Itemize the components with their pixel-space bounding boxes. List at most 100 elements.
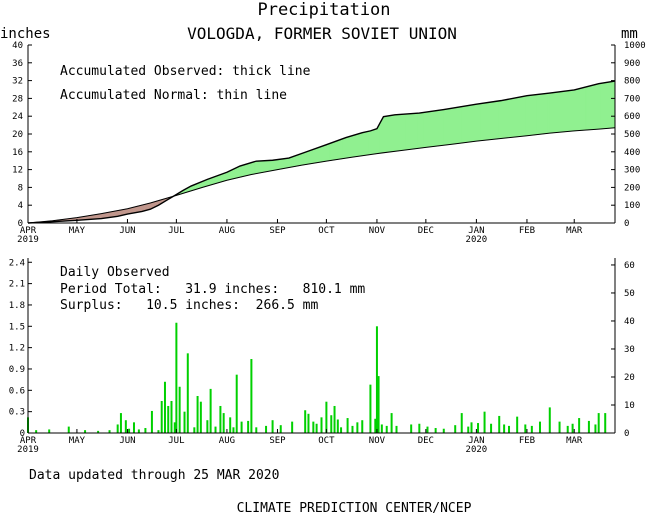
daily-precip-bar: [193, 427, 196, 433]
daily-y-tick-label: 0.9: [9, 365, 25, 375]
daily-precip-bar: [84, 430, 87, 433]
left-unit-label: inches: [0, 26, 51, 42]
accumulated-lines-layer: [27, 80, 616, 224]
y-right-tick-label: 0: [624, 219, 629, 229]
daily-precip-bar: [304, 410, 307, 433]
y-tick-label: 0: [18, 219, 23, 229]
daily-precip-bar: [157, 430, 160, 433]
daily-precip-bar: [538, 421, 541, 433]
y-right-tick-label: 300: [624, 166, 640, 176]
daily-precip-bar: [315, 423, 318, 433]
daily-precip-bar: [361, 420, 364, 433]
x-tick-year-label: 2019: [17, 445, 39, 455]
y-right-tick-label: 600: [624, 112, 640, 122]
daily-precip-bar: [240, 421, 243, 433]
daily-precip-bar: [418, 423, 421, 433]
x-tick-label: SEP: [269, 436, 286, 446]
normal-legend-note: Accumulated Normal: thin line: [60, 88, 287, 103]
daily-precip-bar: [587, 420, 590, 433]
daily-y-right-tick-label: 60: [624, 261, 635, 271]
daily-precip-bar: [144, 428, 147, 433]
daily-precip-bar: [508, 425, 511, 433]
daily-precip-bar: [454, 425, 457, 433]
x-tick-label: JUN: [119, 436, 135, 446]
daily-precip-bar: [604, 413, 607, 433]
daily-precip-bar: [566, 425, 569, 433]
daily-observed-note: Daily Observed: [60, 265, 170, 280]
daily-precip-bar: [196, 396, 199, 433]
daily-precip-bar: [119, 413, 122, 433]
daily-precip-bar: [186, 353, 189, 433]
y-tick-label: 24: [12, 112, 23, 122]
observed-accumulation-line: [27, 80, 616, 224]
daily-precip-bar: [167, 405, 170, 433]
x-tick-label: NOV: [369, 226, 386, 236]
daily-precip-bar: [265, 425, 268, 433]
daily-precip-bar: [498, 415, 501, 433]
daily-precip-bar: [312, 421, 315, 433]
daily-precip-bar: [490, 423, 493, 433]
daily-y-tick-label: 0.6: [9, 386, 25, 396]
daily-y-tick-label: 2.4: [9, 258, 25, 268]
x-tick-label: MAR: [566, 436, 583, 446]
daily-y-right-tick-label: 40: [624, 317, 635, 327]
daily-precip-bar: [163, 381, 166, 433]
y-tick-label: 32: [12, 77, 23, 87]
x-tick-label: MAY: [69, 226, 86, 236]
y-tick-label: 8: [18, 183, 23, 193]
daily-precip-bar: [97, 430, 100, 433]
daily-precip-bar: [503, 424, 506, 433]
daily-precip-bar: [116, 424, 119, 433]
daily-y-tick-label: 0: [20, 429, 25, 439]
daily-precip-bar: [255, 427, 258, 433]
y-right-tick-label: 1000: [624, 41, 646, 51]
daily-y-tick-label: 0.3: [9, 408, 25, 418]
daily-precip-bar: [548, 407, 551, 433]
daily-precip-bar: [229, 417, 232, 433]
daily-precip-bar: [467, 426, 470, 433]
daily-precip-bar: [346, 418, 349, 433]
daily-panel: 0 0.3 0.6 0.9 1.2 1.5 1.8 2.1 2.4 0 10 20 30 40 50 60 AP…: [9, 258, 635, 455]
daily-y-right-tick-label: 20: [624, 373, 635, 383]
daily-precip-bar: [530, 425, 533, 433]
right-unit-label: mm: [621, 26, 638, 42]
daily-precip-bar: [35, 430, 38, 433]
daily-precip-bar: [222, 413, 225, 433]
daily-precip-bar: [173, 422, 176, 433]
x-tick-label: MAY: [69, 436, 86, 446]
daily-precip-bar: [377, 376, 380, 433]
daily-precip-bar: [128, 428, 131, 433]
daily-precip-bar: [571, 423, 574, 433]
daily-precip-bar: [48, 429, 51, 433]
x-tick-label: JUL: [168, 226, 184, 236]
daily-precip-bar: [340, 427, 343, 433]
daily-precip-bar: [374, 418, 377, 433]
x-tick-year-label: 2020: [466, 235, 488, 245]
data-updated-note: Data updated through 25 MAR 2020: [29, 468, 279, 483]
y-tick-label: 28: [12, 94, 23, 104]
daily-precip-bar: [483, 411, 486, 433]
daily-precip-bar: [558, 421, 561, 433]
daily-precip-bar: [124, 420, 127, 433]
daily-axes-layer: 0 0.3 0.6 0.9 1.2 1.5 1.8 2.1 2.4 0 10 20 30 40 50 60 AP…: [9, 258, 635, 455]
y-right-tick-label: 200: [624, 183, 640, 193]
daily-precip-bar: [395, 425, 398, 433]
daily-precip-bar: [356, 422, 359, 433]
daily-precip-bar: [594, 424, 597, 433]
daily-y-tick-label: 2.1: [9, 280, 25, 290]
y-right-tick-label: 900: [624, 59, 640, 69]
daily-precip-bar: [477, 423, 480, 433]
x-tick-label: FEB: [519, 226, 535, 236]
y-tick-label: 12: [12, 166, 23, 176]
x-tick-label: AUG: [219, 436, 235, 446]
daily-precip-bar: [291, 421, 294, 433]
daily-precip-bar: [470, 422, 473, 433]
surplus-note: Surplus: 10.5 inches: 266.5 mm: [60, 298, 318, 313]
daily-precip-bar: [369, 384, 372, 433]
x-tick-year-label: 2019: [17, 235, 39, 245]
daily-precip-bar: [209, 388, 212, 433]
daily-bars-layer: [27, 322, 607, 433]
daily-precip-bar: [426, 426, 429, 433]
y-right-tick-label: 100: [624, 201, 640, 211]
daily-precip-bar: [390, 413, 393, 433]
